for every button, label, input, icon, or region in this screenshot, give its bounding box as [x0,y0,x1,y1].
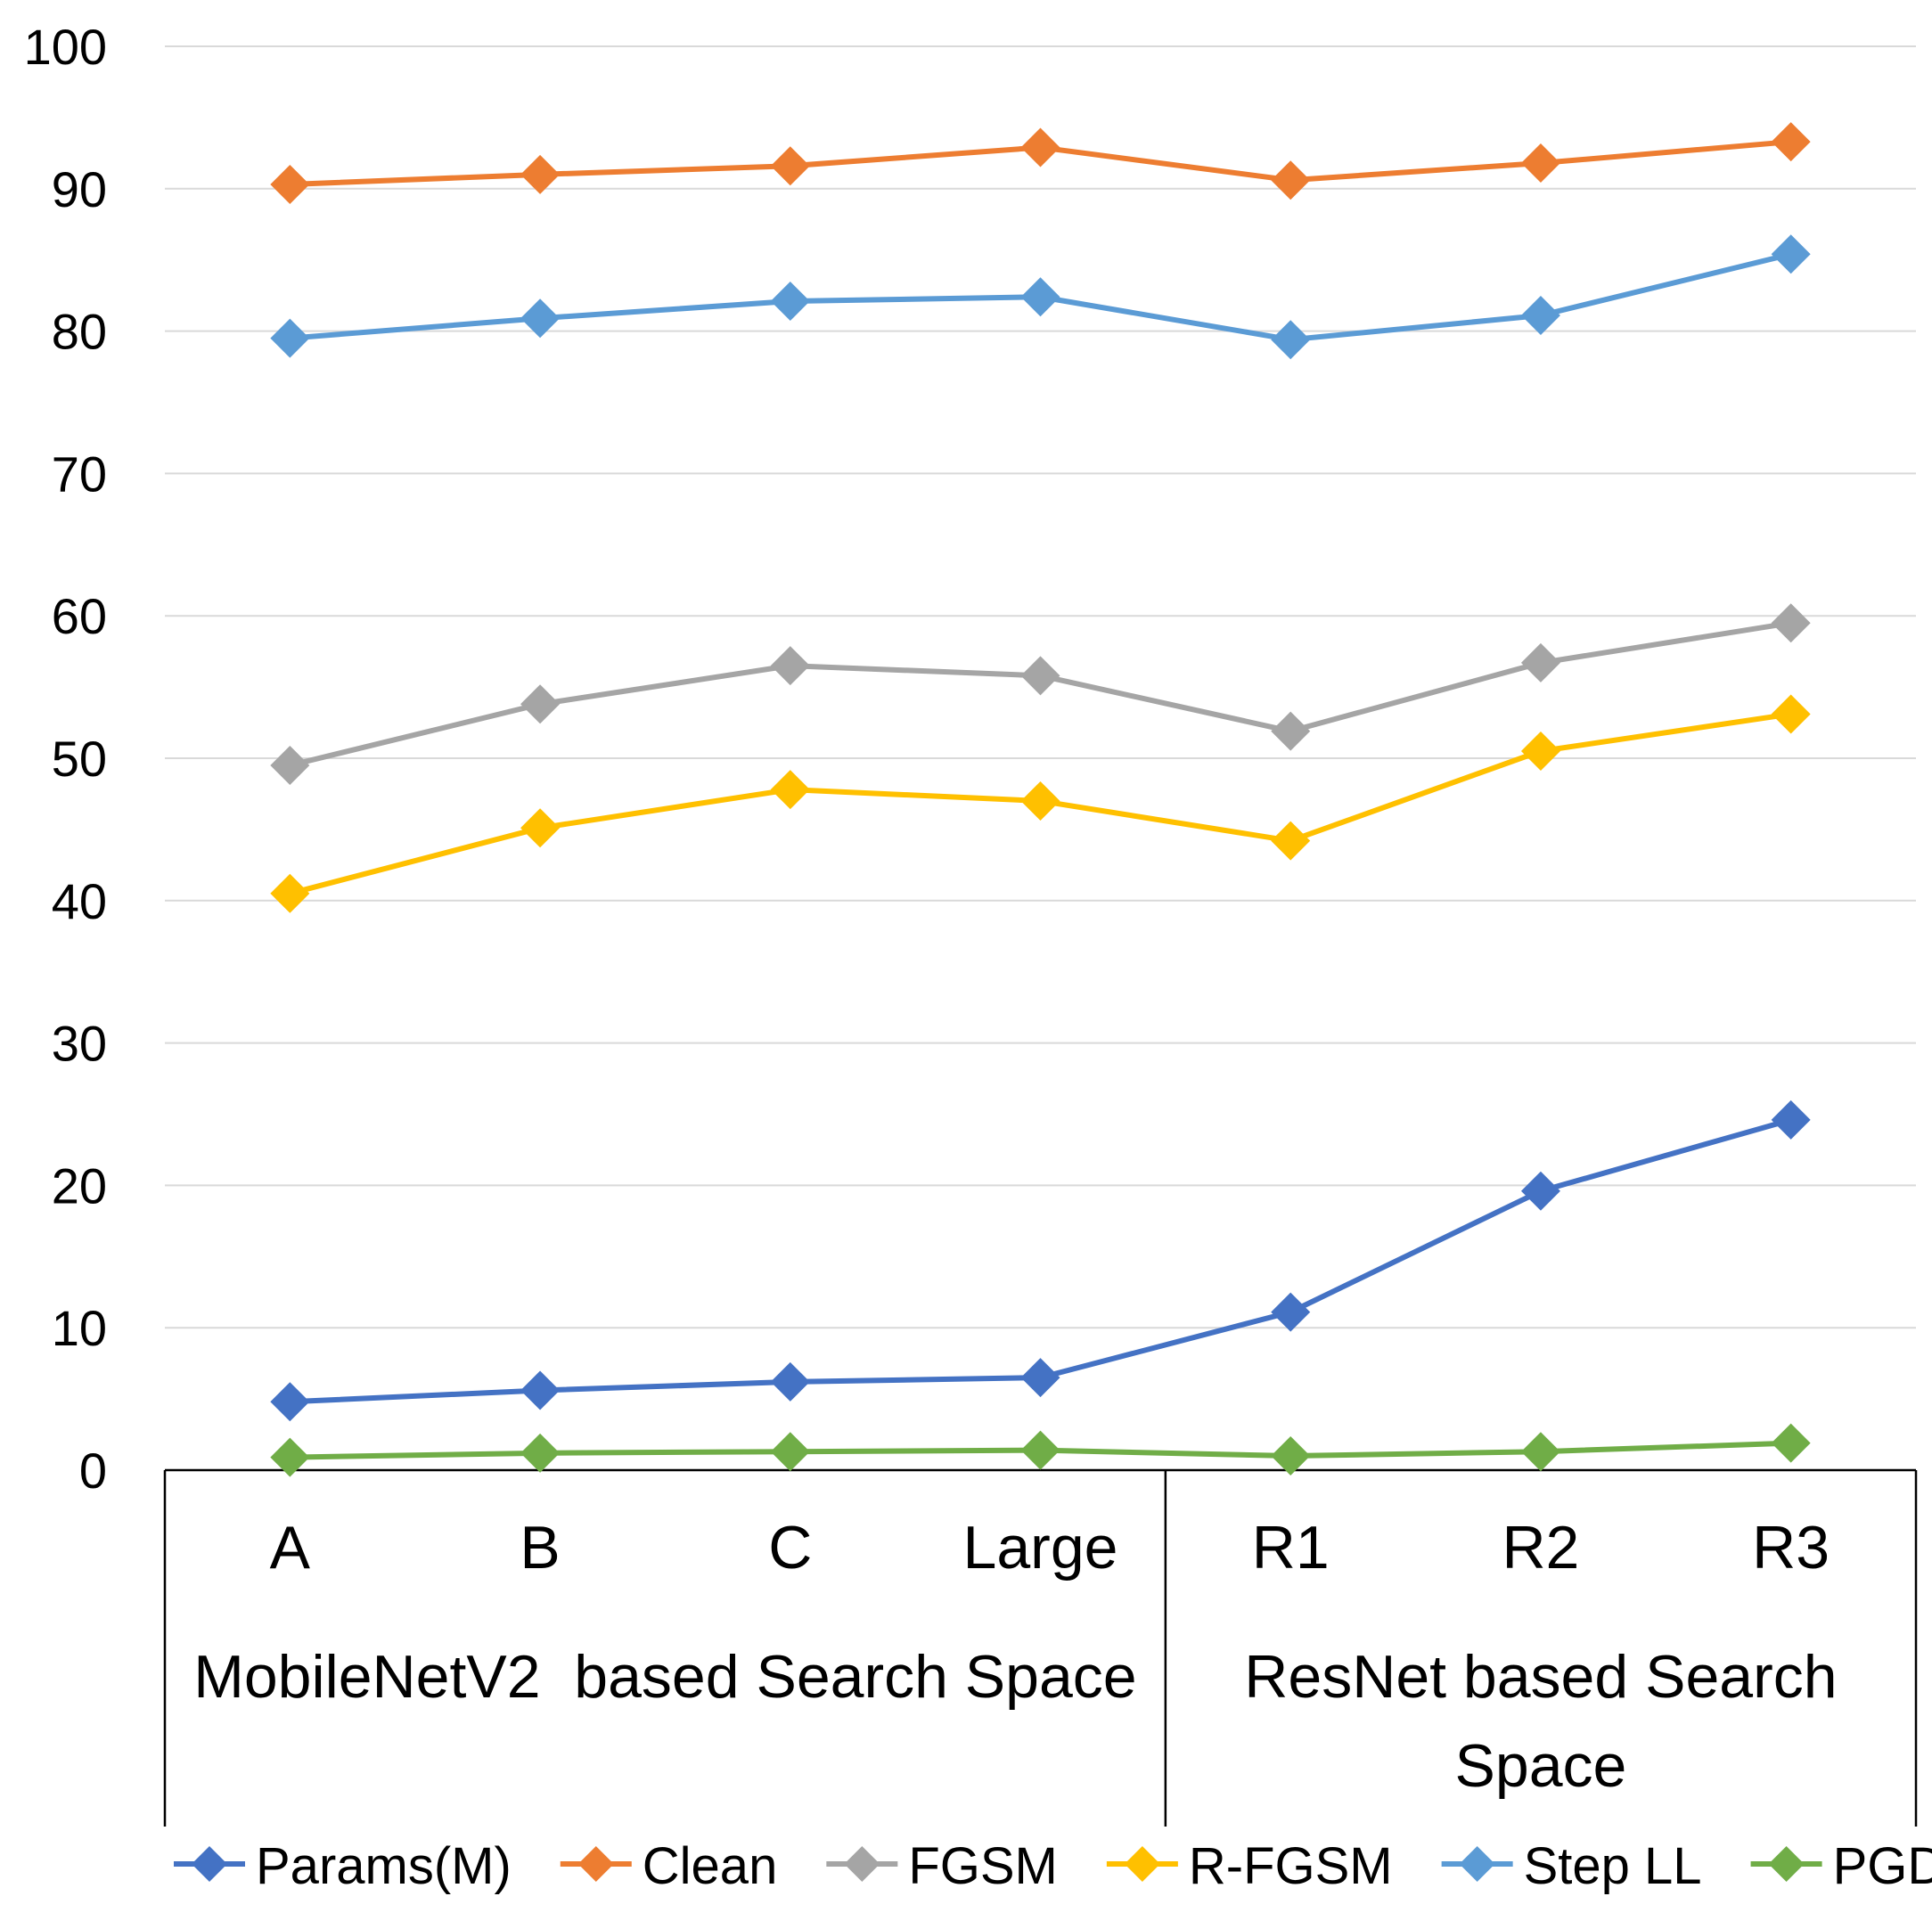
legend-marker [844,1846,880,1882]
data-point [1271,1436,1311,1476]
legend-label: Clean [643,1837,778,1895]
legend-marker [1768,1846,1805,1882]
data-point [1520,1432,1560,1472]
series-step-ll [270,234,1811,360]
legend: Params(M) Clean FGSM R-FGSM Step LL PGD [174,1837,1932,1895]
data-point [770,770,810,810]
data-point [1771,1423,1811,1463]
gridlines [165,45,1916,1329]
legend-label: R-FGSM [1189,1837,1393,1895]
data-point [770,1432,810,1472]
data-point [770,1361,810,1402]
legend-marker [1459,1846,1495,1882]
data-point [1771,122,1811,162]
data-point [1020,656,1060,696]
legend-item: Step LL [1441,1837,1702,1895]
data-point [270,165,310,205]
legend-marker [577,1846,614,1882]
data-point [1520,642,1560,683]
x-tick-label: B [520,1514,560,1582]
data-point [270,1437,310,1477]
legend-label: Params(M) [256,1837,512,1895]
x-tick-label: Large [963,1514,1118,1582]
data-point [770,646,810,686]
data-point [270,318,310,358]
data-point [1020,1358,1060,1398]
data-point [1771,1099,1811,1140]
y-tick-label: 70 [52,445,107,502]
data-point [1520,143,1560,184]
axes: 0 10 20 30 40 50 60 70 80 90 100 MobileNetV2 based … [24,19,1918,1827]
series-r-fgsm [270,694,1811,913]
data-point [1020,277,1060,317]
series-lines [270,122,1811,1477]
data-point [520,684,561,724]
group-label: MobileNetV2 based Search Space [193,1643,1136,1711]
legend-item: Clean [560,1837,778,1895]
x-tick-label: R1 [1252,1514,1330,1582]
data-point [520,298,561,339]
legend-item: R-FGSM [1106,1837,1393,1895]
data-point [520,1433,561,1473]
y-tick-label: 50 [52,731,107,787]
data-point [270,745,310,785]
data-point [770,146,810,186]
series-fgsm [270,603,1811,785]
series-clean [270,122,1811,205]
data-point [520,808,561,848]
x-tick-label: R3 [1752,1514,1830,1582]
data-point [1271,320,1311,360]
y-tick-label: 10 [52,1300,107,1356]
series-pgd [270,1423,1811,1477]
x-tick-label: A [270,1514,311,1582]
y-tick-label: 0 [79,1443,107,1499]
y-tick-label: 80 [52,304,107,360]
series-params-m- [270,1099,1811,1422]
data-point [1020,781,1060,821]
data-point [270,1382,310,1422]
y-tick-label: 90 [52,161,107,217]
data-point [1271,1292,1311,1332]
data-point [1771,234,1811,274]
data-point [1520,296,1560,336]
data-point [1771,603,1811,643]
data-point [1520,1171,1560,1211]
y-tick-label: 20 [52,1157,107,1214]
y-tick-label: 100 [24,19,107,75]
y-tick-label: 40 [52,873,107,929]
y-tick-label: 60 [52,588,107,644]
data-point [520,1370,561,1410]
legend-item: PGD [1750,1837,1932,1895]
data-point [520,154,561,194]
legend-item: Params(M) [174,1837,512,1895]
data-point [1020,127,1060,168]
y-tick-label: 30 [52,1016,107,1072]
legend-marker [192,1846,227,1882]
data-point [1271,821,1311,861]
data-point [1520,732,1560,772]
legend-label: Step LL [1524,1837,1702,1895]
data-point [770,282,810,322]
data-point [1771,694,1811,734]
data-point [1271,160,1311,200]
legend-label: FGSM [908,1837,1058,1895]
data-point [270,873,310,913]
x-tick-label: C [768,1514,812,1582]
legend-marker [1124,1846,1160,1882]
x-tick-label: R2 [1502,1514,1579,1582]
data-point [1020,1430,1060,1470]
group-label-continued: Space [1455,1732,1627,1800]
legend-item: FGSM [826,1837,1058,1895]
legend-label: PGD [1833,1837,1932,1895]
group-label: ResNet based Search [1244,1643,1837,1711]
data-point [1271,711,1311,751]
